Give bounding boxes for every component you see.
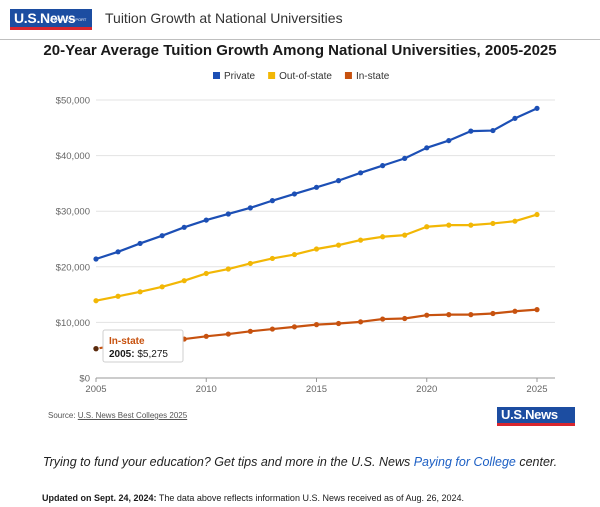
data-point-out-of-state — [490, 220, 496, 227]
updated-text: The data above reflects information U.S.… — [156, 493, 465, 503]
x-tick-label: 2010 — [196, 384, 217, 395]
data-point-in-state — [291, 324, 298, 330]
cta-suffix: center. — [515, 455, 558, 469]
tooltip-box — [102, 329, 184, 363]
paying-for-college-link[interactable]: Paying for College — [413, 455, 516, 469]
legend-label-private: Private — [224, 71, 256, 82]
x-tick-label: 2025 — [526, 384, 547, 395]
header-title: Tuition Growth at National Universities — [105, 10, 343, 26]
data-point-in-state — [313, 322, 320, 328]
data-point-in-state — [490, 310, 496, 317]
usnews-logo[interactable]: U.S.News & WORLD REPORT — [10, 9, 92, 30]
data-point-private — [424, 145, 430, 151]
data-point-in-state — [225, 331, 231, 337]
cta-text: Trying to fund your education? Get tips … — [0, 455, 600, 469]
data-point-private — [181, 224, 187, 230]
data-point-private — [269, 198, 275, 204]
page-header: U.S.News & WORLD REPORT Tuition Growth a… — [0, 0, 600, 40]
data-point-out-of-state — [468, 222, 474, 228]
y-tick-label: $40,000 — [56, 151, 90, 162]
y-tick-label: $30,000 — [56, 207, 90, 218]
y-tick-label: $20,000 — [56, 262, 90, 273]
logo-subtext: & WORLD REPORT — [50, 17, 87, 22]
data-point-out-of-state — [313, 246, 320, 252]
data-point-in-state — [358, 319, 364, 325]
line-chart: Private Out-of-state In-state $0 $10,000 $20,… — [56, 71, 555, 395]
data-point-private — [335, 178, 342, 184]
data-point-private — [291, 191, 298, 197]
data-point-out-of-state — [534, 211, 540, 218]
data-point-private — [446, 137, 452, 144]
tooltip-value: 2005: $5,275 — [109, 349, 168, 360]
x-tick-label: 2015 — [306, 384, 327, 395]
data-point-in-state — [402, 315, 408, 322]
data-point-out-of-state — [115, 293, 121, 299]
data-point-out-of-state — [446, 222, 452, 228]
data-point-out-of-state — [269, 255, 275, 262]
y-tick-label: $50,000 — [56, 96, 90, 107]
data-point-in-state — [468, 312, 474, 318]
data-point-private — [159, 233, 165, 239]
data-point-in-state — [335, 320, 342, 327]
data-point-in-state — [203, 333, 209, 339]
cta-prefix: Trying to fund your education? Get tips … — [42, 455, 414, 469]
legend-swatch-out-of-state — [268, 72, 276, 79]
data-point-out-of-state — [335, 242, 342, 248]
chart-title: 20-Year Average Tuition Growth Among Nat… — [43, 42, 557, 59]
source-link[interactable]: U.S. News Best Colleges 2025 — [77, 411, 188, 420]
data-point-private — [490, 127, 496, 134]
usnews-footer-logo: U.S.News — [497, 407, 575, 426]
legend-label-in-state: In-state — [356, 71, 390, 82]
source-note: Source: U.S. News Best Colleges 2025 — [48, 411, 187, 420]
data-point-private — [358, 170, 364, 176]
data-point-in-state — [380, 316, 386, 322]
legend-swatch-in-state — [344, 72, 352, 79]
data-point-private — [247, 205, 253, 211]
data-point-out-of-state — [93, 298, 99, 304]
data-point-out-of-state — [225, 266, 231, 272]
data-point-out-of-state — [358, 237, 364, 243]
data-point-in-state — [512, 308, 518, 314]
data-point-private — [203, 217, 209, 223]
data-point-out-of-state — [424, 224, 430, 230]
data-point-out-of-state — [291, 251, 298, 258]
tooltip-amount: $5,275 — [137, 349, 168, 360]
y-tick-label: $0 — [79, 374, 90, 385]
data-point-private — [468, 128, 474, 134]
data-point-private — [402, 155, 408, 161]
highlight-point — [92, 344, 100, 353]
data-point-out-of-state — [380, 234, 386, 240]
data-point-out-of-state — [137, 289, 143, 295]
data-point-out-of-state — [159, 284, 165, 290]
data-point-private — [137, 240, 143, 247]
data-point-private — [313, 184, 320, 190]
data-point-out-of-state — [203, 270, 209, 277]
updated-note: Updated on Sept. 24, 2024: The data abov… — [42, 493, 464, 503]
tooltip-series: In-state — [109, 336, 145, 347]
source-prefix: Source: — [48, 411, 78, 420]
data-point-out-of-state — [512, 218, 518, 224]
data-point-private — [512, 115, 518, 121]
data-point-private — [534, 105, 540, 111]
data-point-in-state — [534, 307, 540, 313]
data-point-private — [225, 211, 231, 217]
x-tick-label: 2020 — [416, 384, 437, 395]
data-point-out-of-state — [247, 260, 253, 267]
data-point-private — [380, 163, 386, 169]
x-tick-label: 2005 — [85, 384, 106, 395]
data-point-in-state — [424, 312, 430, 318]
data-point-out-of-state — [402, 232, 408, 238]
data-point-out-of-state — [181, 278, 187, 284]
data-point-private — [93, 256, 99, 262]
data-point-in-state — [247, 328, 253, 334]
tooltip-year: 2005: — [109, 349, 137, 360]
data-point-private — [115, 249, 121, 255]
y-tick-label: $10,000 — [56, 318, 90, 329]
legend-label-out-of-state: Out-of-state — [279, 71, 332, 82]
legend-swatch-private — [213, 72, 220, 79]
logo-text: U.S.News — [14, 10, 76, 26]
data-point-in-state — [269, 326, 275, 332]
updated-date: Updated on Sept. 24, 2024: — [42, 493, 157, 503]
data-point-in-state — [446, 312, 452, 318]
